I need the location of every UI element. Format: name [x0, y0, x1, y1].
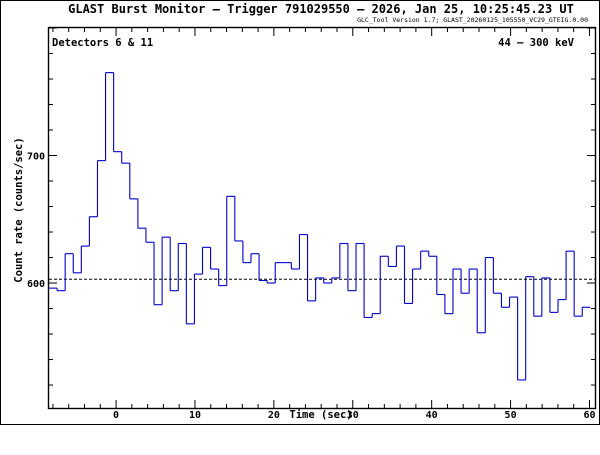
- figure-frame: [0, 0, 600, 425]
- x-tick-label: 20: [268, 410, 280, 421]
- plot-area: [49, 72, 595, 381]
- x-tick-label: 60: [583, 410, 595, 421]
- y-axis: 600 700: [27, 27, 595, 386]
- x-tick-label: 40: [426, 410, 438, 421]
- chart-subtitle: GLC_Tool Version 1.7; GLAST_20260125_105…: [357, 16, 588, 24]
- y-tick-label: 700: [27, 152, 45, 163]
- energy-range-label: 44 – 300 keV: [498, 37, 575, 49]
- x-axis-label: Time (sec): [289, 409, 352, 421]
- x-tick-label: 0: [113, 410, 119, 421]
- chart-title: GLAST Burst Monitor – Trigger 791029550 …: [68, 2, 574, 16]
- y-tick-label: 600: [27, 279, 45, 290]
- x-tick-label: 30: [347, 410, 359, 421]
- x-tick-label: 10: [189, 410, 201, 421]
- x-tick-label: 50: [505, 410, 517, 421]
- detectors-label: Detectors 6 & 11: [52, 37, 153, 49]
- y-axis-label: Count rate (counts/sec): [13, 137, 25, 282]
- x-axis: 0 10 20 30 40 50 60: [52, 28, 596, 421]
- plot-frame: [47, 26, 597, 410]
